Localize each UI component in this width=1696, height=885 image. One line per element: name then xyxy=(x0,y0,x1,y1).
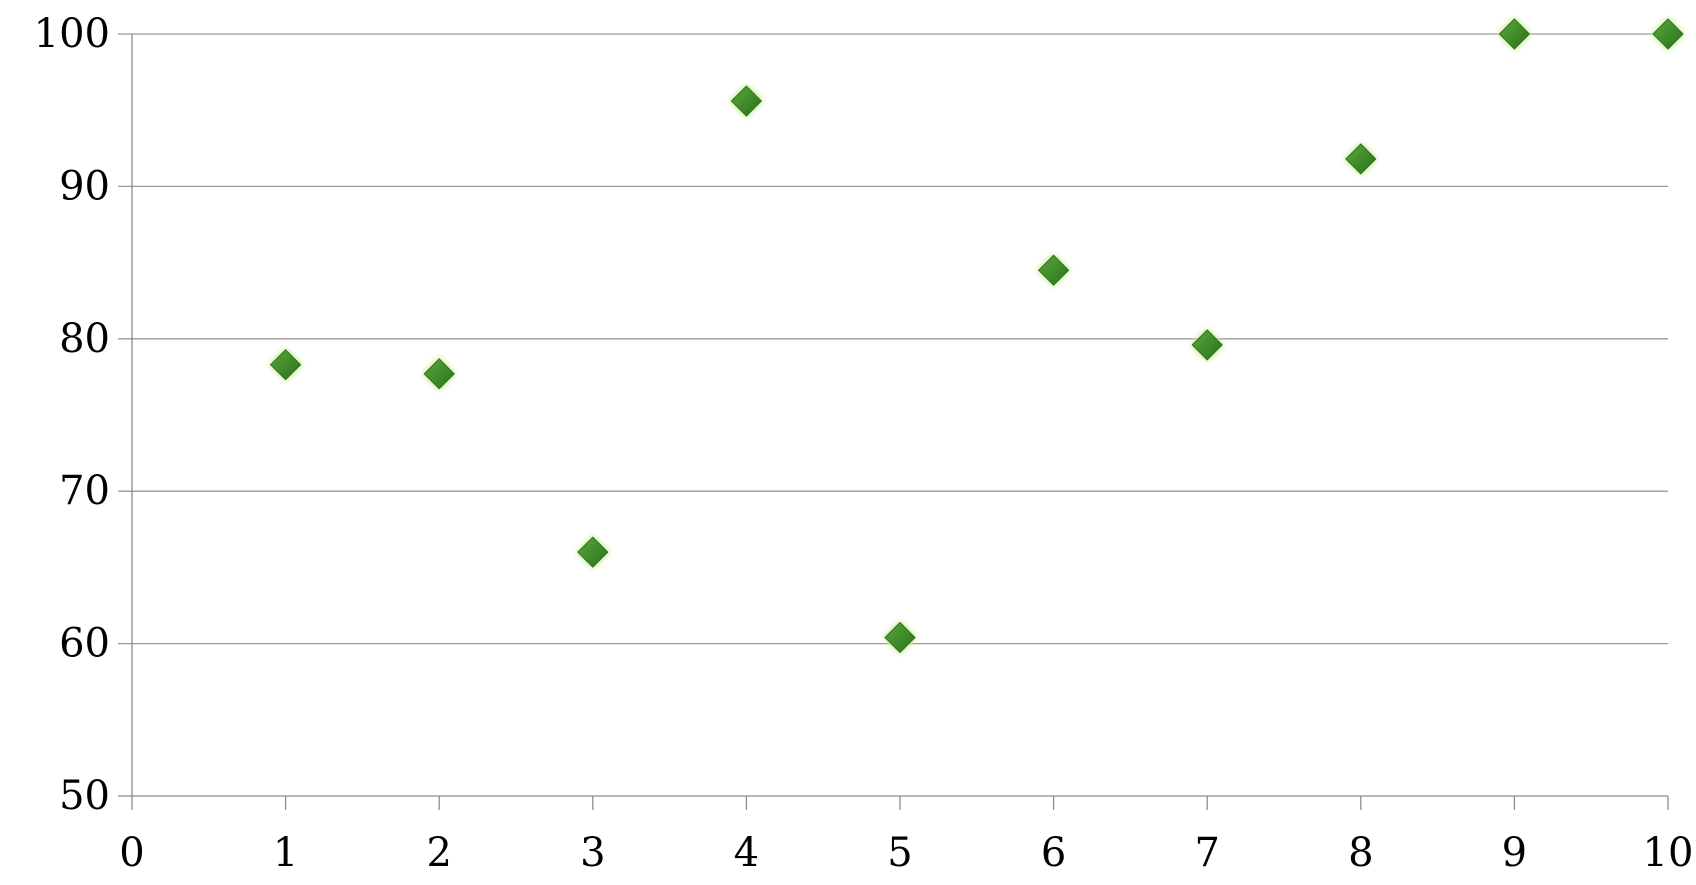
x-tick-label: 10 xyxy=(1643,830,1694,876)
data-point-diamond xyxy=(1498,18,1531,50)
data-point-diamond xyxy=(730,85,763,117)
gridlines xyxy=(118,33,1668,645)
x-tick-label: 2 xyxy=(426,830,451,876)
x-tick-label: 7 xyxy=(1194,830,1219,876)
x-tick-label: 5 xyxy=(887,830,912,876)
y-tick-label: 80 xyxy=(59,316,110,362)
x-tick-label: 0 xyxy=(119,830,144,876)
x-tick-label: 4 xyxy=(734,830,759,876)
x-tick-label: 1 xyxy=(273,830,298,876)
x-tick-label: 9 xyxy=(1502,830,1527,876)
data-point-diamond xyxy=(1037,254,1070,286)
y-tick-label: 50 xyxy=(59,773,110,819)
y-tick-label: 60 xyxy=(59,621,110,667)
x-tick-label: 3 xyxy=(580,830,605,876)
y-tick-label: 90 xyxy=(59,163,110,209)
data-point-diamond xyxy=(577,536,609,568)
tick-labels: 50 60 70 80 90 100 0 1 2 3 4 5 6 7 8 9 10 xyxy=(34,11,1694,876)
data-point-diamond xyxy=(884,621,916,654)
data-point-diamond xyxy=(1345,143,1377,175)
data-points xyxy=(269,18,1684,654)
x-tick-label: 8 xyxy=(1348,830,1373,876)
data-point-diamond xyxy=(269,349,302,381)
y-tick-label: 100 xyxy=(34,11,110,57)
data-point-diamond xyxy=(1191,329,1223,361)
x-tick-label: 6 xyxy=(1041,830,1066,876)
axes xyxy=(118,34,1669,810)
data-point-diamond xyxy=(423,358,455,390)
data-point-diamond xyxy=(1652,18,1684,50)
y-tick-label: 70 xyxy=(59,468,110,514)
